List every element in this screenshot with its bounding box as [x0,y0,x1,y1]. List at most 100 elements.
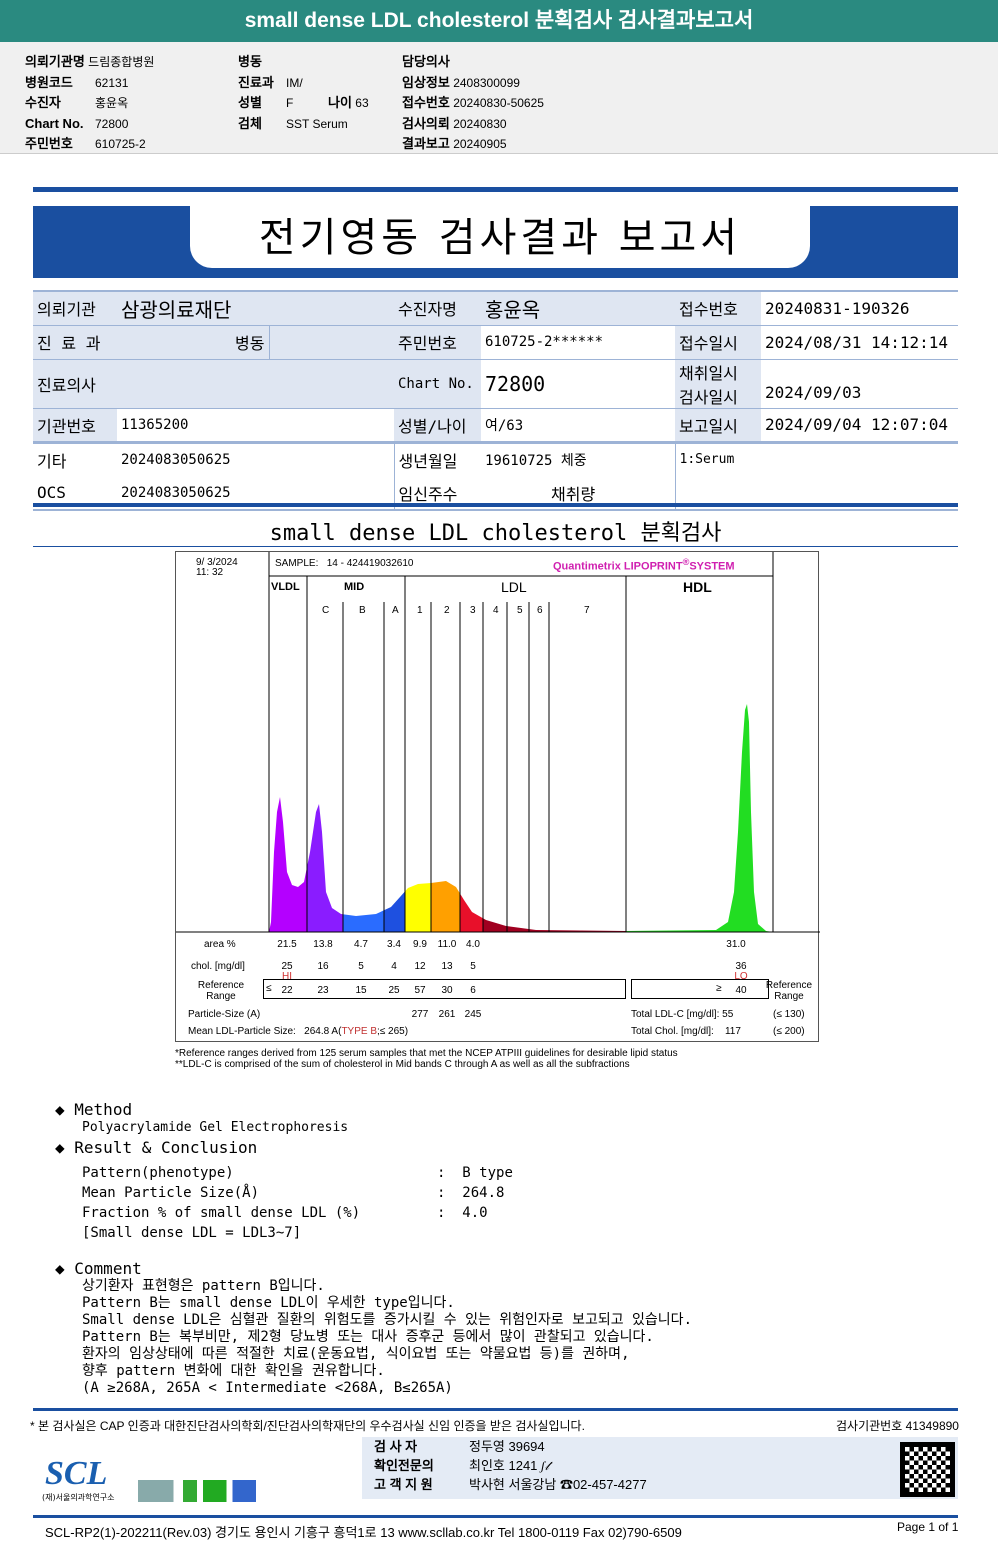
label: 수진자 [25,95,61,110]
label: 병동 [238,54,262,69]
label: 임상정보 [402,74,450,90]
footer-address: SCL-RP2(1)-202211(Rev.03) 경기도 용인시 기흥구 흥덕… [45,1525,682,1540]
ref-value: 15 [355,985,367,996]
label: 생년월일 [393,442,481,476]
band-label: 3 [470,605,476,616]
ref-label: Reference Range [197,980,245,1002]
label: 진료과 [238,74,274,90]
divider [33,187,958,192]
label: 진료의사 [33,359,117,409]
label: 의뢰기관 [33,291,117,326]
label: 기타 [37,451,67,471]
hdl-chol-value: 36 [735,961,747,972]
value: 홍윤옥 [481,291,675,326]
value: 72800 [481,359,675,409]
request-info-panel: 의뢰기관명 드림종합병원 병원코드 62131 수진자 홍윤옥 Chart No. 7… [0,42,998,154]
value: 63 [355,96,369,110]
band-label: 5 [517,605,523,616]
diamond-icon: ◆ [55,1259,65,1278]
area-value: 13.8 [313,939,333,950]
label: Chart No. [394,359,481,409]
ref-value: 30 [441,985,453,996]
lo-flag: LO [734,971,748,982]
band-fill [626,704,773,932]
label: 기관번호 [33,408,117,443]
report-title-banner: 전기영동 검사결과 보고서 [33,206,958,278]
chol-label: chol. [mg/dl] [191,961,245,972]
band-label: A [392,605,399,616]
lab-number: 검사기관번호 41349890 [836,1419,959,1433]
patient-table: 의뢰기관 삼광의료재단 수진자명 홍윤옥 접수번호 20240831-19032… [33,290,958,511]
value: 20240830 [453,116,507,131]
group-mid: MID [344,581,365,593]
value: 2024/09/04 12:07:04 [761,408,958,443]
scl-logo: SCL [45,1455,108,1492]
particle-size-value: 261 [438,1009,456,1020]
qr-code [900,1442,955,1497]
value: 홍윤옥 [95,96,129,110]
ref-value: 6 [470,985,476,996]
band-label: 2 [444,605,450,616]
label: 검사일시 [679,387,738,407]
total-ldl-label: Total LDL-C [mg/dl]: [631,1009,720,1020]
label: 병원코드 [25,74,73,90]
band-label: 4 [493,605,499,616]
chol-value: 25 [281,961,293,972]
chol-value: 4 [391,961,397,972]
band-fill [269,704,307,932]
label: 접수번호 [402,95,450,110]
area-label: area % [204,939,236,950]
area-value: 9.9 [413,939,427,950]
value: 20240905 [453,137,507,151]
diamond-icon: ◆ [55,1100,65,1119]
value: 72800 [95,116,129,131]
ref-value: 25 [388,985,400,996]
mean-ref: ;≤ 265) [377,1026,409,1037]
certification-note: * 본 검사실은 CAP 인증과 대한진단검사의학회/진단검사의학재단의 우수검… [30,1419,585,1433]
value: 2024/08/31 14:12:14 [761,325,958,360]
group-hdl: HDL [683,579,712,595]
divider [33,1515,958,1518]
total-chol-label: Total Chol. [mg/dl]: [631,1026,714,1037]
label: 주민번호 [394,325,481,360]
value: 19610725 체중 [485,452,587,469]
section-title: small dense LDL cholesterol 분획검사 [33,515,958,547]
particle-size-label: Particle-Size (A) [188,1009,261,1020]
chol-value: 12 [414,961,426,972]
value: 11365200 [117,408,394,443]
value: F [286,96,294,110]
label: 담당의사 [402,54,450,69]
mean-label: Mean LDL-Particle Size: [188,1026,296,1037]
info-col-1: 의뢰기관명 드림종합병원 병원코드 62131 수진자 홍윤옥 Chart No. 7… [25,52,154,155]
label: 주민번호 [25,136,73,151]
label: 결과보고 [402,136,450,151]
label: 접수일시 [675,325,761,360]
label: 채취일시 [679,363,738,383]
ref-value: 22 [281,985,293,996]
report-title: 전기영동 검사결과 보고서 [190,206,810,268]
total-chol-value: 117 [724,1026,741,1037]
area-value: 3.4 [387,939,401,950]
label: 보고일시 [675,408,761,443]
method-text: Polyacrylamide Gel Electrophoresis [82,1120,349,1135]
group-ldl: LDL [501,579,527,595]
le-symbol: ≤ [266,983,272,994]
hdl-area-value: 31.0 [726,939,746,950]
value: 20240830-50625 [453,96,544,110]
group-vldl: VLDL [271,581,300,593]
label: 진 료 과 [33,325,117,360]
chart-date: 9/ 3/2024 [196,557,238,568]
ref-value: 23 [317,985,329,996]
chol-value: 5 [358,961,364,972]
comment-title: Comment [74,1259,142,1278]
chol-value: 13 [441,961,453,972]
result-list: Pattern(phenotype): B type Mean Particle… [82,1165,513,1241]
value: 병동 [117,325,270,360]
value: 610725-2 [95,137,146,151]
diamond-icon: ◆ [55,1138,65,1157]
electrophoresis-chart: 9/ 3/2024 11: 32 SAMPLE: 14 - 42441903261… [175,551,820,1042]
electrophoresis-plot [176,552,820,933]
total-ldl-ref: (≤ 130) [773,1009,805,1020]
value: SST Serum [286,116,348,131]
